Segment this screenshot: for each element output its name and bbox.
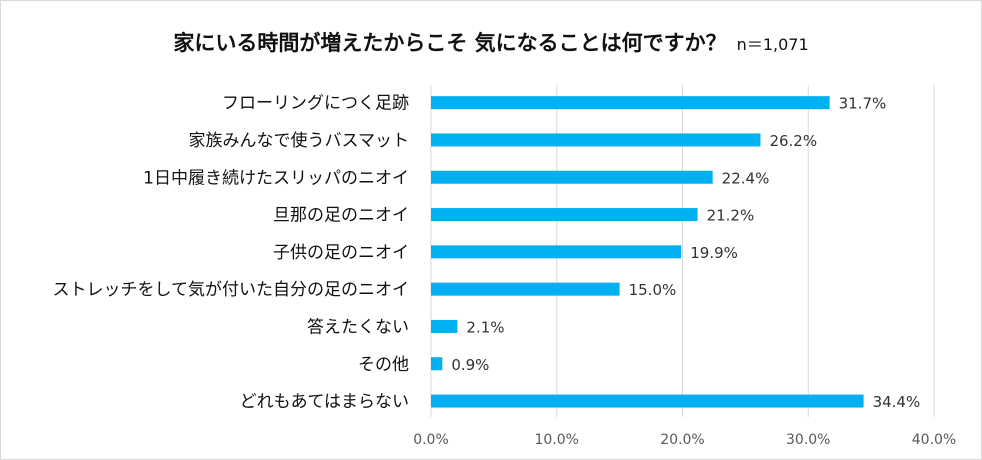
x-tick-label: 30.0% bbox=[786, 432, 830, 448]
data-label: 31.7% bbox=[839, 95, 887, 113]
category-label: 答えたくない bbox=[307, 317, 409, 337]
data-label: 0.9% bbox=[451, 356, 489, 374]
category-label: その他 bbox=[358, 355, 409, 375]
data-label: 21.2% bbox=[707, 207, 755, 225]
category-label: ストレッチをして気が付いた自分の足のニオイ bbox=[53, 280, 410, 300]
data-label: 15.0% bbox=[629, 281, 677, 299]
category-label: 子供の足のニオイ bbox=[273, 243, 409, 263]
bar bbox=[431, 170, 713, 184]
data-label: 22.4% bbox=[722, 169, 770, 187]
bar bbox=[431, 133, 761, 147]
chart-title: 家にいる時間が増えたからこそ 気になることは何ですか？ bbox=[173, 31, 727, 55]
bar bbox=[431, 319, 458, 333]
data-label: 34.4% bbox=[873, 393, 921, 411]
data-label: 19.9% bbox=[690, 244, 738, 262]
bar bbox=[431, 394, 864, 408]
bar bbox=[431, 208, 698, 222]
category-label: 1日中履き続けたスリッパのニオイ bbox=[143, 168, 409, 188]
x-tick-label: 20.0% bbox=[660, 432, 704, 448]
category-label: 家族みんなで使うバスマット bbox=[189, 130, 410, 151]
data-label: 26.2% bbox=[769, 132, 817, 150]
title-row: 家にいる時間が増えたからこそ 気になることは何ですか？ n＝1,071 bbox=[1, 27, 981, 57]
x-tick-label: 10.0% bbox=[535, 432, 579, 448]
bar bbox=[431, 96, 830, 110]
bar bbox=[431, 245, 682, 259]
bar bbox=[431, 282, 620, 296]
category-label: どれもあてはまらない bbox=[240, 392, 409, 412]
x-tick-label: 0.0% bbox=[413, 432, 449, 448]
x-tick-label: 40.0% bbox=[912, 432, 956, 448]
data-label: 2.1% bbox=[466, 318, 504, 336]
bar bbox=[431, 357, 443, 371]
chart-subtitle: n＝1,071 bbox=[736, 35, 809, 54]
category-label: 旦那の足のニオイ bbox=[273, 206, 409, 226]
category-label: フローリングにつく足跡 bbox=[222, 94, 409, 114]
